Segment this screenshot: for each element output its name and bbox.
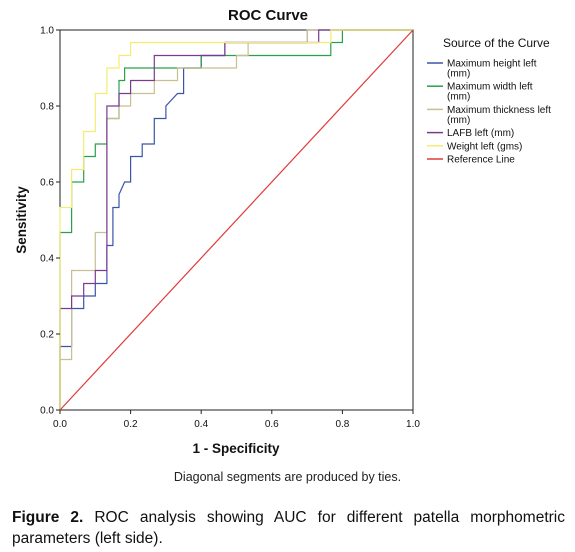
x-tick-label: 0.0 <box>53 419 67 430</box>
x-axis-ticks: 0.0 0.2 0.4 0.6 0.8 1.0 <box>53 410 420 430</box>
legend-label-1: Maximum width left (mm) <box>447 82 533 103</box>
y-axis-ticks: 0.0 0.2 0.4 0.6 0.8 1.0 <box>40 26 60 417</box>
legend: Maximum height left (mm)Maximum width lef… <box>427 59 551 166</box>
legend-title: Source of the Curve <box>443 36 550 50</box>
y-tick-label: 0.2 <box>40 330 54 341</box>
legend-label-3: LAFB left (mm) <box>447 128 514 139</box>
roc-series-4 <box>59 29 413 410</box>
y-axis-label: Sensitivity <box>14 186 29 254</box>
chart-title: ROC Curve <box>228 7 308 24</box>
roc-series-5 <box>59 29 414 411</box>
y-tick-label: 0.8 <box>40 102 54 113</box>
legend-label-2: Maximum thickness left (mm) <box>447 105 551 126</box>
y-tick-label: 0.4 <box>40 254 54 265</box>
caption-text: ROC analysis showing AUC for different p… <box>12 509 565 547</box>
ties-note: Diagonal segments are produced by ties. <box>173 470 402 484</box>
roc-series-3 <box>59 29 413 410</box>
plot-area <box>59 29 414 411</box>
y-tick-label: 0.6 <box>40 178 54 189</box>
figure-caption: Figure 2. ROC analysis showing AUC for d… <box>12 507 565 549</box>
legend-label-0: Maximum height left (mm) <box>447 59 537 80</box>
roc-series-2 <box>59 29 413 410</box>
caption-label: Figure 2. <box>12 509 84 526</box>
x-tick-label: 0.6 <box>265 419 279 430</box>
x-tick-label: 0.4 <box>194 419 208 430</box>
x-tick-label: 0.8 <box>335 419 349 430</box>
x-tick-label: 0.2 <box>124 419 138 430</box>
roc-chart: ROC Curve 0.0 0.2 0.4 0.6 0.8 1.0 0.00.20.40.… <box>14 7 551 456</box>
legend-label-4: Weight left (gms) <box>447 141 522 152</box>
y-tick-label: 1.0 <box>40 26 54 37</box>
x-axis-label: 1 - Specificity <box>192 441 280 456</box>
y-tick-label: 0.0 <box>40 406 54 417</box>
x-tick-label: 1.0 <box>406 419 420 430</box>
legend-label-5: Reference Line <box>447 155 515 166</box>
